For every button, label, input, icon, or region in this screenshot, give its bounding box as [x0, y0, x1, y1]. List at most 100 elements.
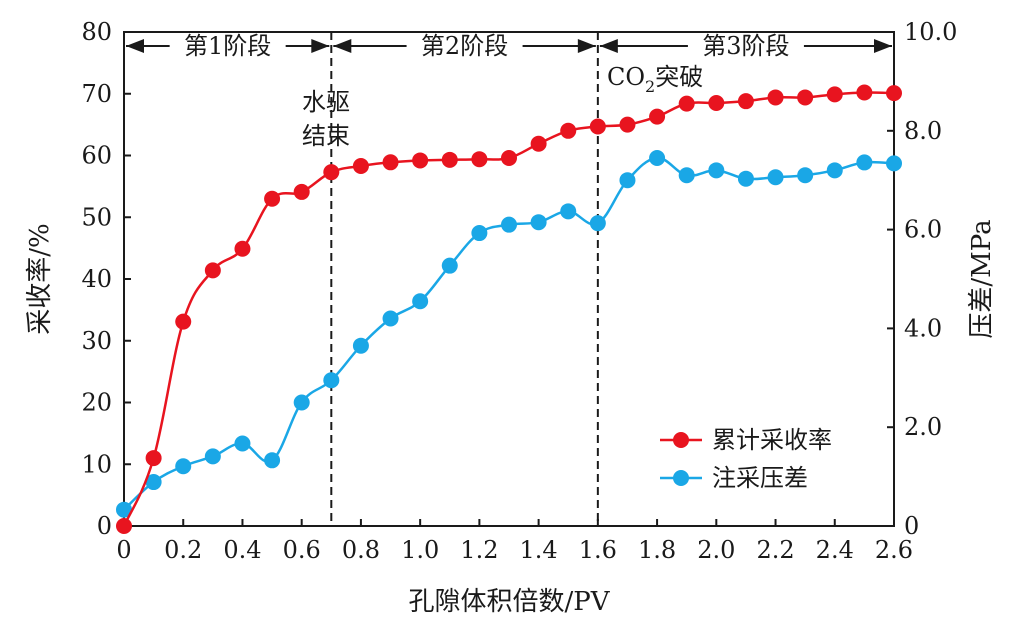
x-tick-label: 2.2 — [756, 536, 794, 564]
data-point-pressure — [737, 170, 754, 187]
data-point-pressure — [264, 452, 281, 469]
data-point-recovery — [589, 118, 606, 135]
x-tick-label: 2.0 — [697, 536, 735, 564]
x-tick-label: 1.6 — [579, 536, 617, 564]
water-end-label-line1: 水驱 — [302, 88, 350, 116]
data-point-recovery — [412, 152, 429, 169]
data-point-pressure — [619, 172, 636, 189]
data-point-recovery — [856, 84, 873, 101]
data-point-recovery — [826, 86, 843, 103]
co2-prefix: CO — [607, 63, 645, 91]
data-point-recovery — [708, 95, 725, 112]
data-point-recovery — [352, 157, 369, 174]
data-point-recovery — [116, 518, 132, 534]
y-left-tick-label: 80 — [81, 18, 112, 46]
data-point-pressure — [530, 214, 547, 231]
data-point-recovery — [471, 151, 488, 168]
y-left-tick-label: 70 — [81, 80, 112, 108]
data-point-pressure — [767, 169, 784, 186]
y-left-tick-label: 20 — [81, 389, 112, 417]
data-point-pressure — [145, 474, 162, 491]
data-point-recovery — [264, 190, 281, 207]
x-tick-label: 0.4 — [223, 536, 261, 564]
data-point-pressure — [886, 155, 902, 172]
data-point-pressure — [323, 372, 340, 389]
series-layer — [116, 84, 902, 534]
data-point-pressure — [234, 435, 251, 452]
x-tick-label: 2.4 — [816, 536, 854, 564]
data-point-recovery — [204, 262, 221, 279]
data-point-recovery — [323, 164, 340, 181]
y-right-tick-label: 10.0 — [904, 18, 957, 46]
co2-subscript: 2 — [645, 77, 655, 96]
x-tick-label: 1.2 — [460, 536, 498, 564]
data-point-pressure — [116, 501, 132, 518]
annotations: 水驱 结束 CO2突破 — [302, 63, 703, 150]
data-point-recovery — [678, 95, 695, 112]
data-point-recovery — [501, 149, 517, 166]
y-left-tick-label: 10 — [81, 450, 112, 478]
data-point-recovery — [175, 313, 192, 330]
y-right-axis-title: 压差/MPa — [967, 219, 997, 338]
series-line-pressure — [123, 156, 895, 511]
x-tick-label: 1.8 — [638, 536, 676, 564]
x-tick-label: 0.6 — [283, 536, 321, 564]
x-tick-label: 1.0 — [401, 536, 439, 564]
legend: 累计采收率 注采压差 — [660, 426, 832, 492]
legend-marker-pressure — [673, 470, 689, 486]
data-point-recovery — [797, 89, 814, 106]
y-right-tick-label: 6.0 — [904, 216, 942, 244]
stage-label: 第2阶段 — [421, 32, 508, 60]
co2-breakthrough-label: CO2突破 — [607, 63, 703, 96]
stage-arrow-1: 第1阶段 — [126, 32, 330, 60]
x-tick-label: 0.8 — [342, 536, 380, 564]
y-left-tick-label: 0 — [97, 512, 112, 540]
y-right-tick-label: 2.0 — [904, 413, 942, 441]
legend-item-recovery: 累计采收率 — [660, 426, 832, 454]
stage-arrowhead-left — [599, 39, 618, 53]
x-axis-title: 孔隙体积倍数/PV — [408, 587, 610, 617]
axis-titles: 孔隙体积倍数/PV 采收率/% 压差/MPa — [25, 219, 997, 617]
y-left-tick-label: 50 — [81, 203, 112, 231]
x-tick-label: 2.6 — [875, 536, 913, 564]
data-point-recovery — [530, 135, 547, 152]
data-point-pressure — [501, 216, 517, 233]
data-point-pressure — [560, 203, 577, 220]
data-point-pressure — [441, 257, 458, 274]
data-point-recovery — [886, 85, 902, 102]
stage-arrow-2: 第2阶段 — [333, 32, 596, 60]
data-point-recovery — [145, 450, 162, 467]
x-tick-label: 1.4 — [520, 536, 558, 564]
data-point-pressure — [204, 448, 221, 465]
stage-arrowhead-right — [311, 39, 330, 53]
data-point-recovery — [619, 116, 636, 133]
y-right-tick-label: 0 — [904, 512, 919, 540]
data-point-pressure — [412, 293, 429, 310]
legend-marker-recovery — [673, 432, 689, 448]
y-left-tick-label: 40 — [81, 265, 112, 293]
data-point-pressure — [856, 154, 873, 171]
data-point-pressure — [589, 215, 606, 232]
y-right-tick-label: 8.0 — [904, 117, 942, 145]
y-axis-left: 0 10 20 30 40 50 60 70 80 — [81, 18, 131, 540]
data-point-pressure — [797, 167, 814, 184]
data-point-recovery — [767, 89, 784, 106]
data-point-recovery — [441, 151, 458, 168]
data-point-recovery — [649, 108, 666, 125]
stage-arrow-3: 第3阶段 — [599, 32, 892, 60]
y-left-tick-label: 30 — [81, 327, 112, 355]
stage-dividers — [330, 32, 599, 526]
data-point-pressure — [175, 458, 192, 475]
water-end-label-line2: 结束 — [302, 122, 350, 150]
stage-arrowhead-right — [577, 39, 596, 53]
series-pressure — [116, 149, 902, 518]
legend-label-pressure: 注采压差 — [712, 464, 808, 492]
data-point-pressure — [826, 162, 843, 179]
y-left-axis-title: 采收率/% — [25, 223, 55, 334]
legend-item-pressure: 注采压差 — [660, 464, 808, 492]
x-tick-label: 0 — [116, 536, 131, 564]
data-point-recovery — [737, 93, 754, 110]
y-left-tick-label: 60 — [81, 142, 112, 170]
stage-arrowhead-left — [333, 39, 352, 53]
